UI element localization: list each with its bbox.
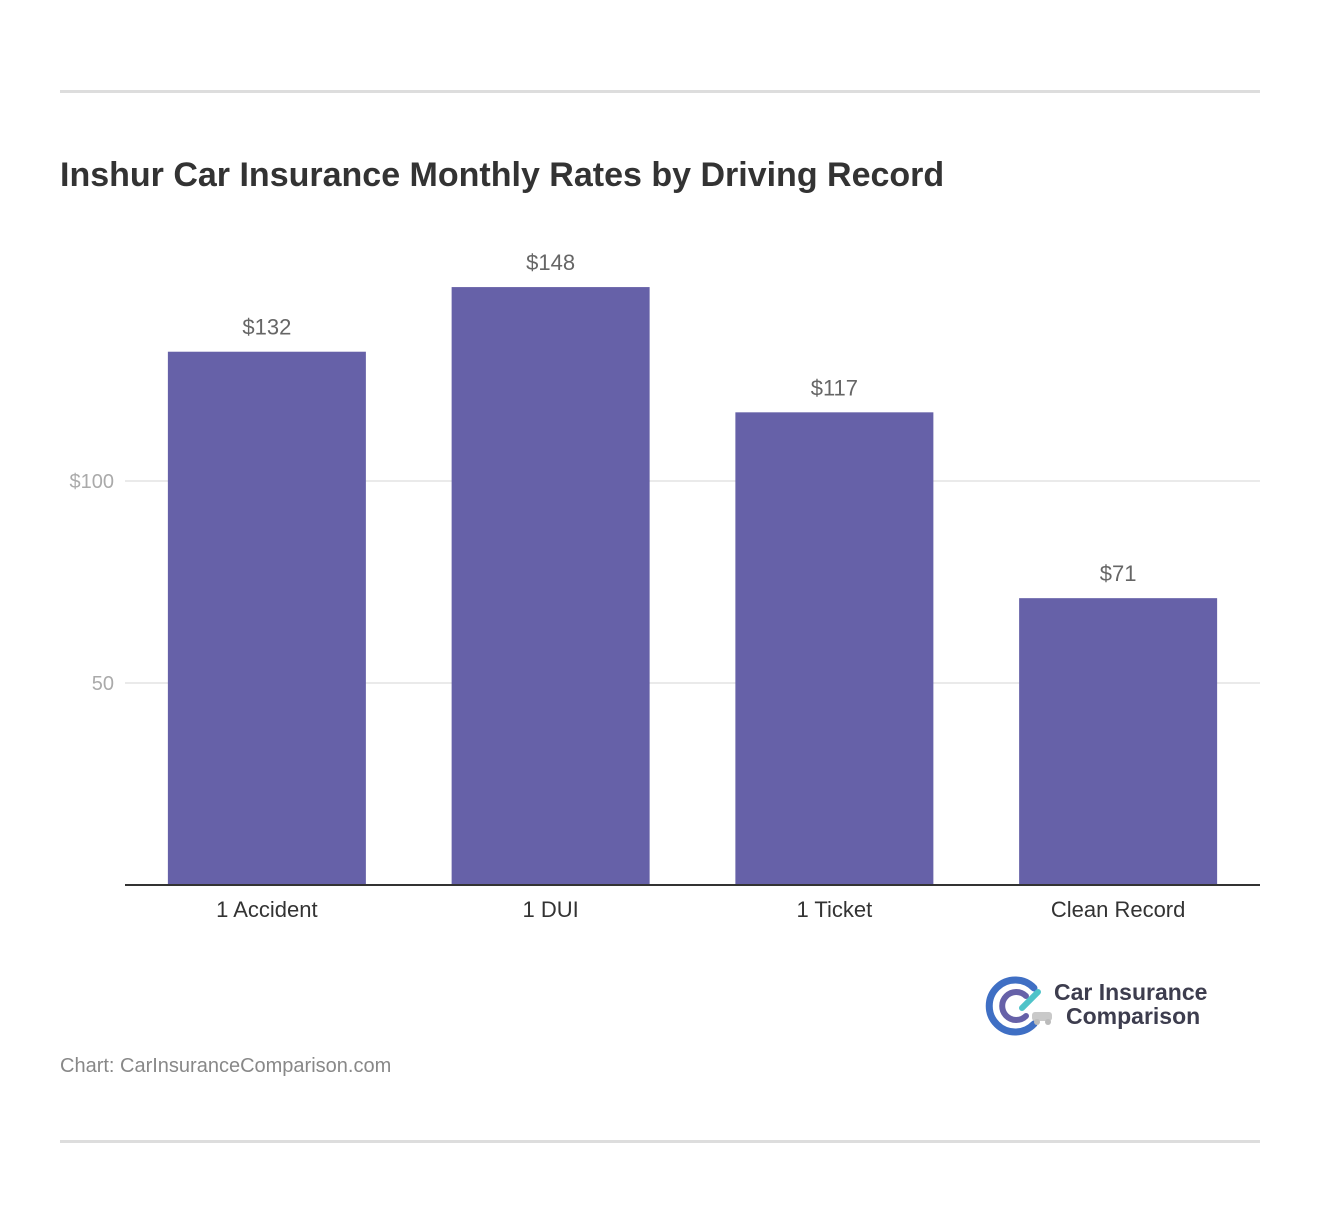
data-label: $117	[811, 375, 858, 400]
chart-title: Inshur Car Insurance Monthly Rates by Dr…	[60, 156, 945, 194]
data-label: $71	[1100, 561, 1137, 586]
data-label: $148	[526, 250, 575, 275]
bar	[167, 351, 366, 886]
x-tick-label: 1 Ticket	[796, 897, 872, 922]
bar	[451, 287, 650, 886]
bottom-divider	[60, 1140, 1260, 1143]
bar	[1019, 598, 1218, 885]
y-tick-label: $100	[70, 471, 115, 493]
logo-wordmark: Car Insurance Comparison	[1054, 980, 1207, 1028]
top-divider	[60, 90, 1260, 93]
logo-line-1: Car Insurance	[1054, 979, 1208, 1005]
x-tick-label: Clean Record	[1051, 897, 1186, 922]
x-tick-label: 1 Accident	[216, 897, 318, 922]
y-tick-label: 50	[92, 673, 114, 695]
logo-line-2: Comparison	[1066, 1003, 1201, 1029]
chart-source: Chart: CarInsuranceComparison.com	[60, 1055, 392, 1077]
data-label: $132	[242, 315, 291, 340]
bar	[735, 412, 934, 885]
x-tick-label: 1 DUI	[523, 897, 579, 922]
car-insurance-comparison-logo	[985, 976, 1052, 1036]
